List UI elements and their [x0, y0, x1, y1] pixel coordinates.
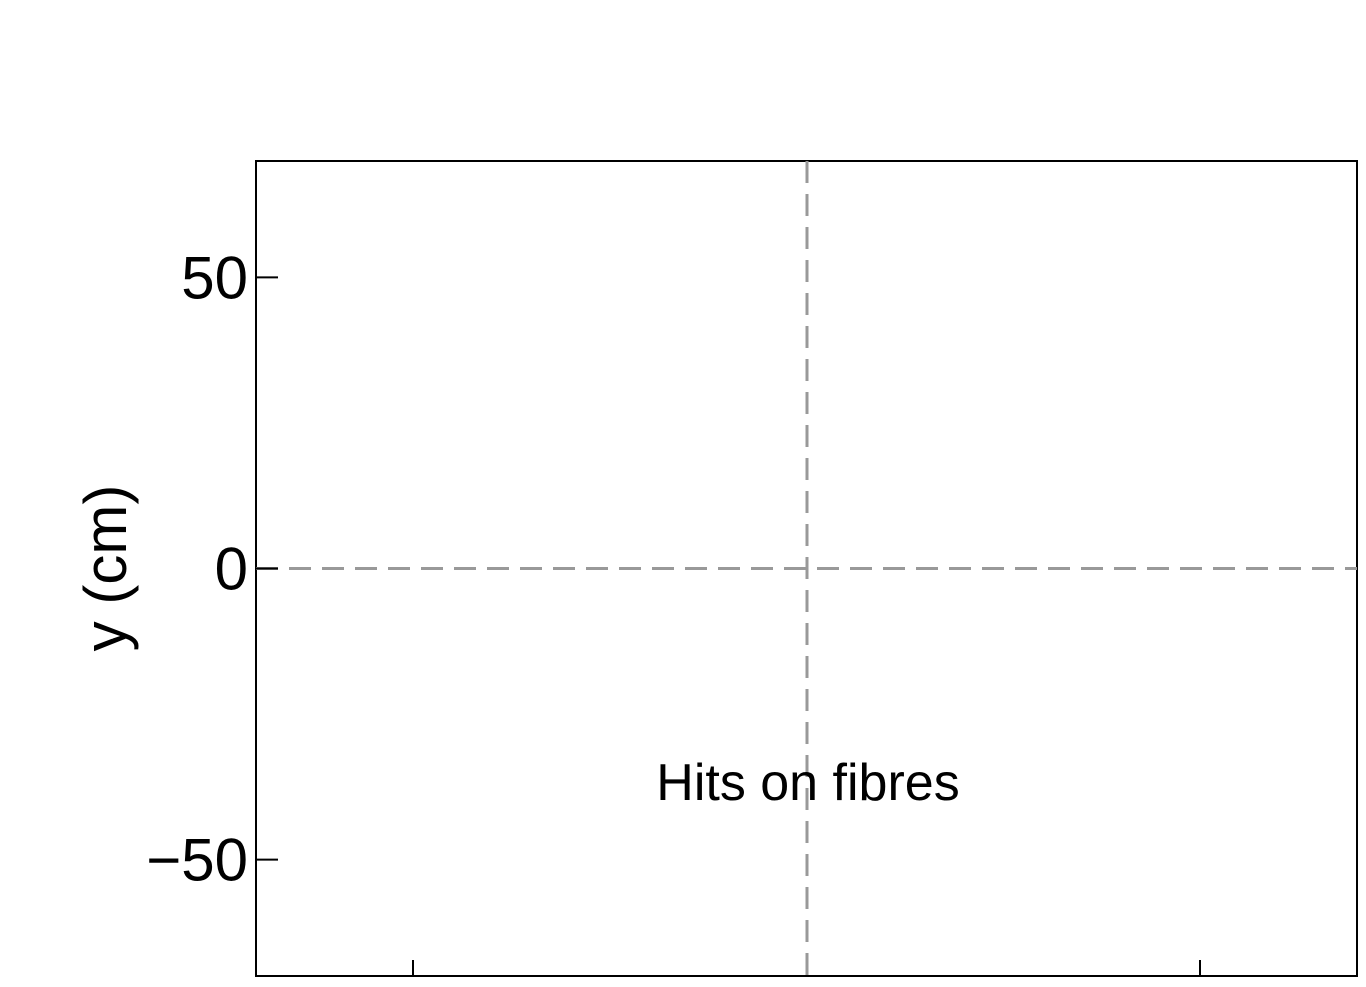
y-axis-title: y (cm): [72, 485, 139, 652]
annotation-label: Hits on fibres: [656, 754, 959, 812]
y-tick-label: 50: [181, 244, 248, 311]
y-tick-label: 0: [215, 536, 248, 603]
y-axis-ticks: 50 0 −50: [146, 244, 278, 894]
y-tick-label: −50: [146, 827, 248, 894]
